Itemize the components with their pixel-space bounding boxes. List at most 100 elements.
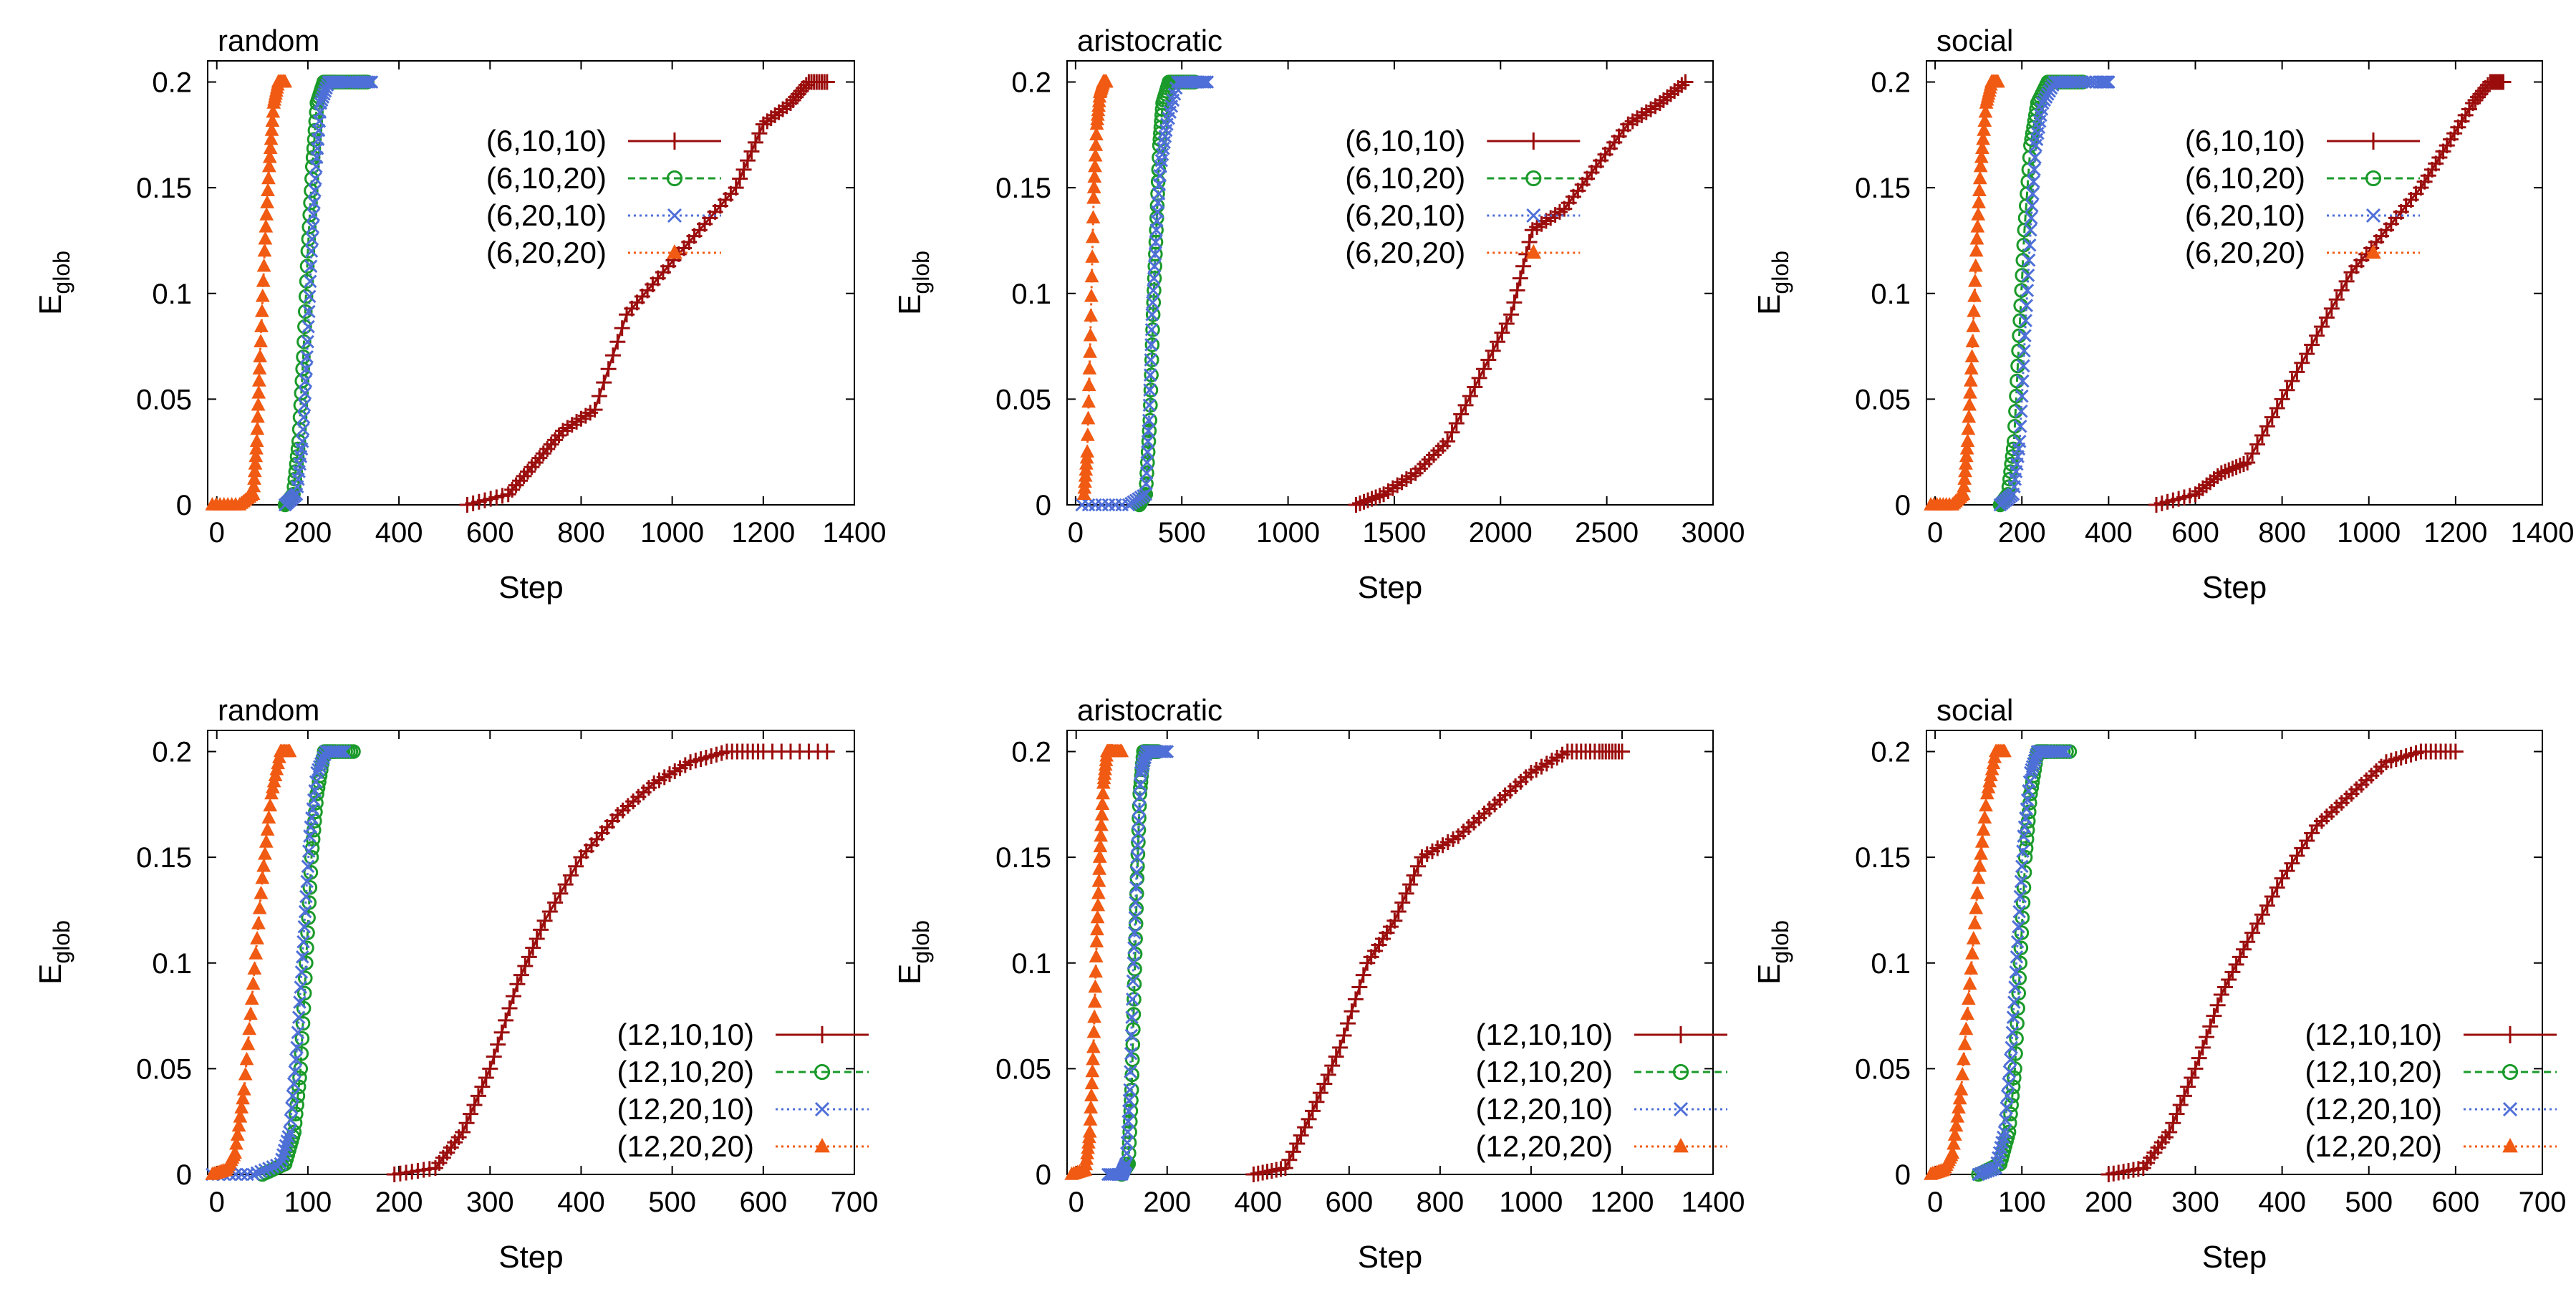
series-3 — [1993, 75, 2116, 512]
data-point — [1457, 397, 1474, 413]
data-point — [296, 410, 311, 424]
data-point — [2191, 1050, 2207, 1066]
data-point — [2009, 965, 2023, 979]
data-point — [1967, 304, 1982, 317]
x-tick-label: 500 — [2345, 1187, 2393, 1218]
data-point — [2012, 955, 2028, 971]
data-point — [1133, 778, 1147, 792]
x-tick-label: 300 — [466, 1187, 514, 1218]
x-tick-label: 1000 — [640, 517, 704, 549]
data-point — [2025, 211, 2038, 225]
data-point — [1952, 1091, 1967, 1105]
series-4 — [1924, 74, 2005, 511]
panel-4: 0 100 200 300 400 500 600 700 0 0.05 0.1 0.15 0.2 ran… — [33, 693, 878, 1275]
data-point — [2309, 327, 2325, 344]
data-point — [262, 1162, 276, 1175]
legend-label: (12,20,10) — [617, 1092, 754, 1126]
data-point — [1976, 822, 1991, 836]
legend-swatch-marker — [2365, 170, 2382, 187]
data-point — [257, 243, 272, 257]
legend-label: (6,20,10) — [2185, 198, 2305, 232]
data-point — [458, 1115, 475, 1131]
data-point — [2289, 364, 2305, 380]
data-point — [541, 904, 558, 920]
x-tick-label: 800 — [1416, 1187, 1464, 1218]
data-point — [1312, 1085, 1328, 1101]
data-point — [298, 904, 312, 919]
data-point — [234, 1100, 249, 1114]
data-point — [2056, 745, 2070, 758]
data-point — [297, 919, 312, 934]
data-point — [2239, 934, 2256, 950]
data-point — [251, 409, 265, 423]
data-point — [283, 1125, 296, 1139]
data-point — [1085, 1063, 1100, 1078]
legend: (12,10,10) (12,10,20) (12,20,10)(12,20,20) — [617, 1018, 869, 1163]
data-point — [239, 1051, 254, 1066]
data-point — [294, 965, 309, 979]
y-axis-title-main: E — [892, 294, 927, 315]
data-point — [2217, 979, 2234, 995]
data-point — [2026, 187, 2040, 201]
data-point — [2017, 359, 2030, 373]
data-point — [1091, 885, 1106, 899]
data-point — [261, 170, 276, 185]
data-point — [1124, 1082, 1139, 1098]
data-point — [1088, 158, 1102, 173]
panel-5: 0 200 400 600 800 1000 1200 1400 0 0.05 0.1 0.15 0.2… — [892, 693, 1745, 1275]
data-point — [1155, 745, 1169, 758]
legend-swatch-marker — [1526, 208, 1541, 223]
data-point — [264, 122, 279, 136]
data-point — [478, 1070, 494, 1086]
data-point — [2221, 462, 2237, 478]
data-point — [2313, 319, 2330, 335]
data-point — [282, 743, 297, 758]
data-point — [2165, 1115, 2181, 1131]
plot-frame — [207, 730, 855, 1175]
data-point — [1096, 786, 1110, 800]
plot-frame — [1926, 60, 2543, 506]
y-tick-label: 0.2 — [1011, 737, 1051, 768]
x-tick-label: 1200 — [731, 517, 795, 549]
data-point — [301, 859, 315, 874]
y-tick-label: 0.1 — [152, 279, 192, 310]
legend-label: (6,20,20) — [1345, 236, 1465, 269]
data-point — [591, 388, 607, 405]
data-point — [1439, 433, 1456, 450]
data-point — [1141, 434, 1157, 449]
data-point — [2169, 1106, 2185, 1122]
y-tick-label: 0 — [176, 490, 192, 521]
plot-frame — [1926, 730, 2543, 1175]
data-point — [297, 398, 312, 412]
data-point — [1145, 322, 1160, 337]
data-point — [249, 440, 264, 455]
y-tick-label: 0 — [1895, 1159, 1911, 1191]
data-point — [2017, 344, 2031, 358]
y-axis-title-main: E — [1752, 294, 1787, 315]
data-point — [1975, 140, 1989, 155]
data-point — [1129, 896, 1142, 909]
data-point — [1959, 440, 1974, 455]
legend-label: (6,10,20) — [486, 161, 607, 195]
data-point — [1126, 1022, 1141, 1037]
data-point — [266, 1160, 280, 1174]
data-point — [302, 844, 316, 859]
data-point — [562, 867, 579, 884]
data-point — [1972, 195, 1987, 208]
x-tick-label: 600 — [2171, 517, 2219, 549]
data-point — [609, 334, 626, 350]
data-point — [1954, 1081, 1969, 1096]
data-point — [2323, 300, 2340, 317]
y-tick-label: 0 — [1895, 490, 1911, 521]
data-point — [2206, 1008, 2222, 1024]
data-point — [261, 158, 276, 173]
data-point — [255, 288, 270, 302]
data-point — [254, 334, 268, 347]
data-point — [2007, 995, 2021, 1009]
data-point — [614, 320, 630, 337]
series-1 — [1348, 74, 1694, 513]
data-point — [251, 385, 266, 399]
data-point — [259, 218, 274, 233]
data-point — [234, 1167, 249, 1182]
x-tick-label: 3000 — [1682, 517, 1745, 549]
